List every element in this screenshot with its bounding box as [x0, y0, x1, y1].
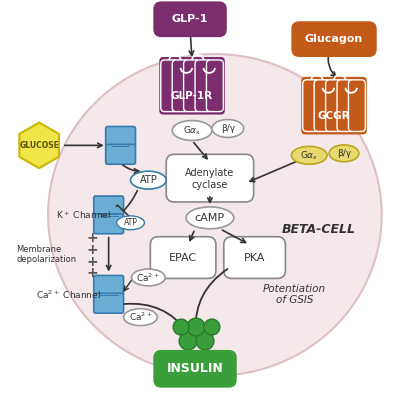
FancyBboxPatch shape [206, 60, 223, 112]
Text: ATP: ATP [124, 218, 138, 227]
Circle shape [179, 332, 197, 350]
Text: GLP-1R: GLP-1R [171, 91, 213, 101]
Text: GLUCOSE: GLUCOSE [19, 141, 59, 150]
Text: ATP: ATP [140, 175, 157, 185]
Text: BETA-CELL: BETA-CELL [282, 223, 356, 236]
Text: cAMP: cAMP [195, 213, 225, 223]
FancyBboxPatch shape [303, 80, 320, 132]
FancyBboxPatch shape [224, 237, 285, 278]
FancyBboxPatch shape [326, 80, 342, 132]
FancyBboxPatch shape [301, 77, 367, 134]
Circle shape [187, 318, 205, 336]
FancyBboxPatch shape [94, 275, 124, 295]
FancyBboxPatch shape [94, 293, 124, 313]
Text: β/γ: β/γ [337, 149, 351, 158]
FancyBboxPatch shape [195, 60, 212, 112]
FancyBboxPatch shape [172, 60, 189, 112]
FancyBboxPatch shape [153, 350, 237, 387]
FancyBboxPatch shape [161, 60, 178, 112]
Text: EPAC: EPAC [169, 252, 197, 263]
FancyBboxPatch shape [166, 154, 254, 202]
Text: G$\alpha$$_s$: G$\alpha$$_s$ [183, 124, 201, 137]
Ellipse shape [212, 120, 244, 137]
Text: Adenylate: Adenylate [185, 168, 234, 178]
Polygon shape [19, 122, 59, 168]
Ellipse shape [291, 147, 327, 164]
FancyBboxPatch shape [348, 80, 365, 132]
Text: GLP-1: GLP-1 [172, 14, 208, 24]
Ellipse shape [48, 54, 382, 376]
Text: INSULIN: INSULIN [167, 362, 224, 375]
Text: Potentiation
of GSIS: Potentiation of GSIS [263, 284, 326, 305]
Text: β/γ: β/γ [221, 124, 235, 133]
FancyBboxPatch shape [153, 2, 227, 37]
Text: PKA: PKA [244, 252, 265, 263]
Text: +: + [87, 231, 98, 245]
Text: GCGR: GCGR [318, 111, 350, 120]
FancyBboxPatch shape [94, 214, 124, 234]
FancyBboxPatch shape [291, 21, 377, 57]
Circle shape [196, 332, 214, 350]
Ellipse shape [130, 171, 166, 189]
FancyBboxPatch shape [106, 126, 136, 147]
Circle shape [173, 319, 189, 335]
Text: Glucagon: Glucagon [305, 34, 363, 44]
Text: Membrane
depolarization: Membrane depolarization [16, 245, 76, 264]
FancyBboxPatch shape [94, 196, 124, 216]
FancyBboxPatch shape [150, 237, 216, 278]
Text: Ca$^{2+}$ Channel: Ca$^{2+}$ Channel [36, 288, 101, 301]
FancyBboxPatch shape [106, 145, 136, 164]
Text: Ca$^{2+}$: Ca$^{2+}$ [136, 271, 160, 284]
FancyBboxPatch shape [337, 80, 354, 132]
Ellipse shape [329, 145, 359, 162]
Ellipse shape [116, 216, 144, 230]
Text: K$^+$ Channel: K$^+$ Channel [56, 209, 111, 221]
Text: +: + [87, 267, 98, 280]
Text: G$\alpha$$_s$: G$\alpha$$_s$ [300, 149, 318, 162]
Ellipse shape [172, 120, 212, 140]
FancyBboxPatch shape [159, 57, 225, 115]
Text: Ca$^{2+}$: Ca$^{2+}$ [128, 311, 152, 324]
Text: cyclase: cyclase [192, 180, 228, 190]
Ellipse shape [124, 309, 157, 325]
Ellipse shape [186, 207, 234, 229]
FancyBboxPatch shape [184, 60, 200, 112]
Text: +: + [87, 243, 98, 257]
FancyBboxPatch shape [314, 80, 331, 132]
Text: +: + [87, 254, 98, 269]
Circle shape [204, 319, 220, 335]
Ellipse shape [132, 269, 165, 286]
